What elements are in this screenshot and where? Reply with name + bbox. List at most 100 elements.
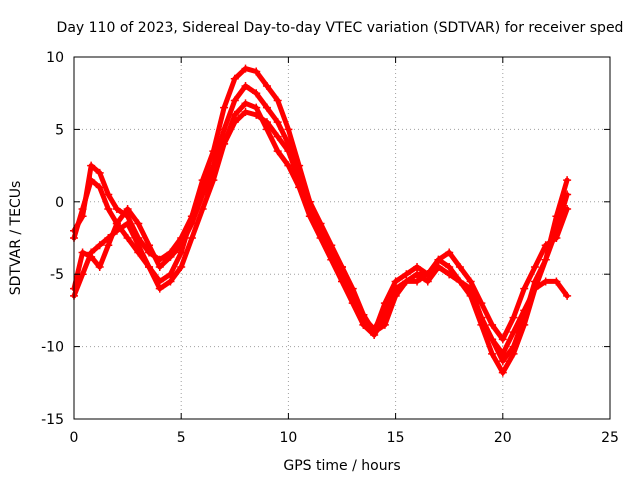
- data-point: [134, 219, 143, 228]
- data-point: [273, 96, 282, 105]
- x-tick-label: 20: [494, 430, 512, 446]
- data-point: [252, 67, 261, 76]
- data-point: [87, 176, 96, 185]
- data-point: [466, 277, 475, 286]
- data-point: [252, 89, 261, 98]
- data-point: [541, 241, 550, 250]
- series-line-4: [71, 100, 570, 342]
- data-point: [402, 270, 411, 279]
- data-point: [87, 161, 96, 170]
- data-point: [155, 262, 164, 271]
- data-point: [230, 74, 239, 83]
- data-point: [413, 277, 422, 286]
- data-point: [316, 219, 325, 228]
- data-point: [348, 299, 357, 308]
- data-point: [509, 342, 518, 351]
- data-point: [95, 183, 104, 192]
- data-point: [284, 161, 293, 170]
- data-point: [187, 212, 196, 221]
- data-point: [563, 205, 572, 214]
- data-point: [104, 190, 113, 199]
- data-point: [530, 277, 539, 286]
- data-point: [391, 277, 400, 286]
- data-point: [295, 168, 304, 177]
- chart-title: Day 110 of 2023, Sidereal Day-to-day VTE…: [57, 20, 624, 36]
- data-point: [477, 313, 486, 322]
- data-point: [530, 262, 539, 271]
- data-point: [95, 168, 104, 177]
- data-point: [305, 197, 314, 206]
- y-axis-label: SDTVAR / TECUs: [8, 181, 24, 296]
- y-tick-label: 10: [46, 50, 64, 66]
- data-point: [273, 147, 282, 156]
- data-point: [423, 277, 432, 286]
- data-point: [87, 248, 96, 257]
- data-point: [220, 139, 229, 148]
- data-point: [498, 357, 507, 366]
- data-point: [348, 284, 357, 293]
- data-point: [338, 262, 346, 271]
- data-point: [241, 108, 250, 117]
- data-point: [316, 234, 325, 242]
- data-point: [488, 320, 497, 329]
- data-point: [402, 277, 411, 286]
- data-point: [391, 291, 400, 300]
- data-point: [198, 183, 207, 192]
- grid: [74, 57, 610, 419]
- data-point: [262, 103, 271, 112]
- data-point: [220, 103, 229, 112]
- x-tick-label: 25: [601, 430, 619, 446]
- x-tick-label: 15: [387, 430, 405, 446]
- data-point: [198, 205, 207, 214]
- data-point: [112, 219, 121, 228]
- data-point: [123, 234, 132, 242]
- data-point: [359, 320, 368, 329]
- data-point: [241, 64, 250, 73]
- y-tick-label: -5: [50, 267, 64, 283]
- y-tick-label: -10: [41, 340, 64, 356]
- data-point: [445, 270, 454, 279]
- data-point: [262, 81, 271, 90]
- data-point: [273, 118, 282, 127]
- data-point: [104, 205, 113, 214]
- data-point: [123, 205, 132, 214]
- ticks: 0 5 10 15 20 25 10 5 0 -5 -10 -15: [41, 50, 619, 446]
- data-point: [155, 255, 164, 264]
- data-point: [552, 277, 561, 286]
- data-point: [230, 110, 239, 119]
- y-tick-label: -15: [41, 412, 64, 428]
- data-point: [134, 248, 143, 257]
- data-point: [498, 335, 507, 344]
- data-point: [338, 277, 346, 286]
- data-point: [455, 277, 464, 286]
- data-point: [498, 368, 507, 377]
- data-point: [187, 234, 196, 242]
- data-point: [78, 248, 87, 257]
- data-point: [509, 313, 518, 322]
- x-axis-label: GPS time / hours: [283, 458, 400, 474]
- data-point: [455, 262, 464, 271]
- data-point: [95, 262, 104, 271]
- data-point: [252, 103, 261, 112]
- x-tick-label: 0: [70, 430, 79, 446]
- y-tick-label: 5: [55, 122, 64, 138]
- data-point: [295, 183, 304, 192]
- data-point: [520, 313, 529, 322]
- data-point: [145, 248, 154, 257]
- data-point: [488, 349, 497, 358]
- data-point: [380, 320, 389, 329]
- data-point: [104, 241, 113, 250]
- data-point: [177, 248, 186, 257]
- data-point: [563, 190, 572, 199]
- data-point: [166, 248, 175, 257]
- data-point: [370, 328, 379, 337]
- data-point: [104, 234, 113, 242]
- data-point: [230, 96, 239, 105]
- data-point: [305, 212, 314, 221]
- data-point: [413, 262, 422, 271]
- data-point: [413, 270, 422, 279]
- data-point: [273, 132, 282, 141]
- data-point: [155, 284, 164, 293]
- data-point: [541, 255, 550, 264]
- data-point: [552, 234, 561, 242]
